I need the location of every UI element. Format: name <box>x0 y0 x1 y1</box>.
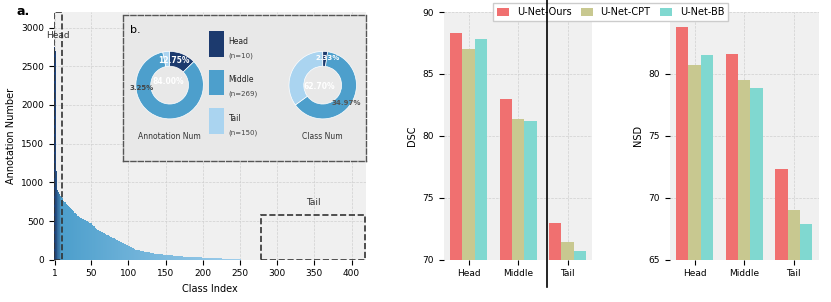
Text: a.: a. <box>17 5 30 18</box>
Bar <box>450 33 462 302</box>
Bar <box>549 223 562 302</box>
Bar <box>738 80 750 302</box>
Bar <box>574 251 587 302</box>
Bar <box>512 119 524 302</box>
Y-axis label: NSD: NSD <box>633 125 643 146</box>
Bar <box>54 12 61 260</box>
Bar <box>676 27 688 302</box>
Bar <box>475 39 487 302</box>
Bar <box>688 65 701 302</box>
Text: Head: Head <box>47 31 70 40</box>
Bar <box>261 215 366 260</box>
Y-axis label: Annotation Number: Annotation Number <box>6 88 16 184</box>
Bar <box>462 49 475 302</box>
Bar <box>725 54 738 302</box>
Bar <box>524 121 537 302</box>
Bar <box>750 88 763 302</box>
Bar <box>788 210 800 302</box>
Bar <box>499 99 512 302</box>
Bar <box>800 224 813 302</box>
Bar <box>562 243 574 302</box>
Legend: U-Net-Ours, U-Net-CPT, U-Net-BB: U-Net-Ours, U-Net-CPT, U-Net-BB <box>494 3 728 21</box>
Y-axis label: DSC: DSC <box>407 126 417 146</box>
X-axis label: Class Index: Class Index <box>182 284 238 294</box>
Text: Tail: Tail <box>306 198 321 207</box>
Bar <box>701 55 713 302</box>
Bar <box>775 169 788 302</box>
